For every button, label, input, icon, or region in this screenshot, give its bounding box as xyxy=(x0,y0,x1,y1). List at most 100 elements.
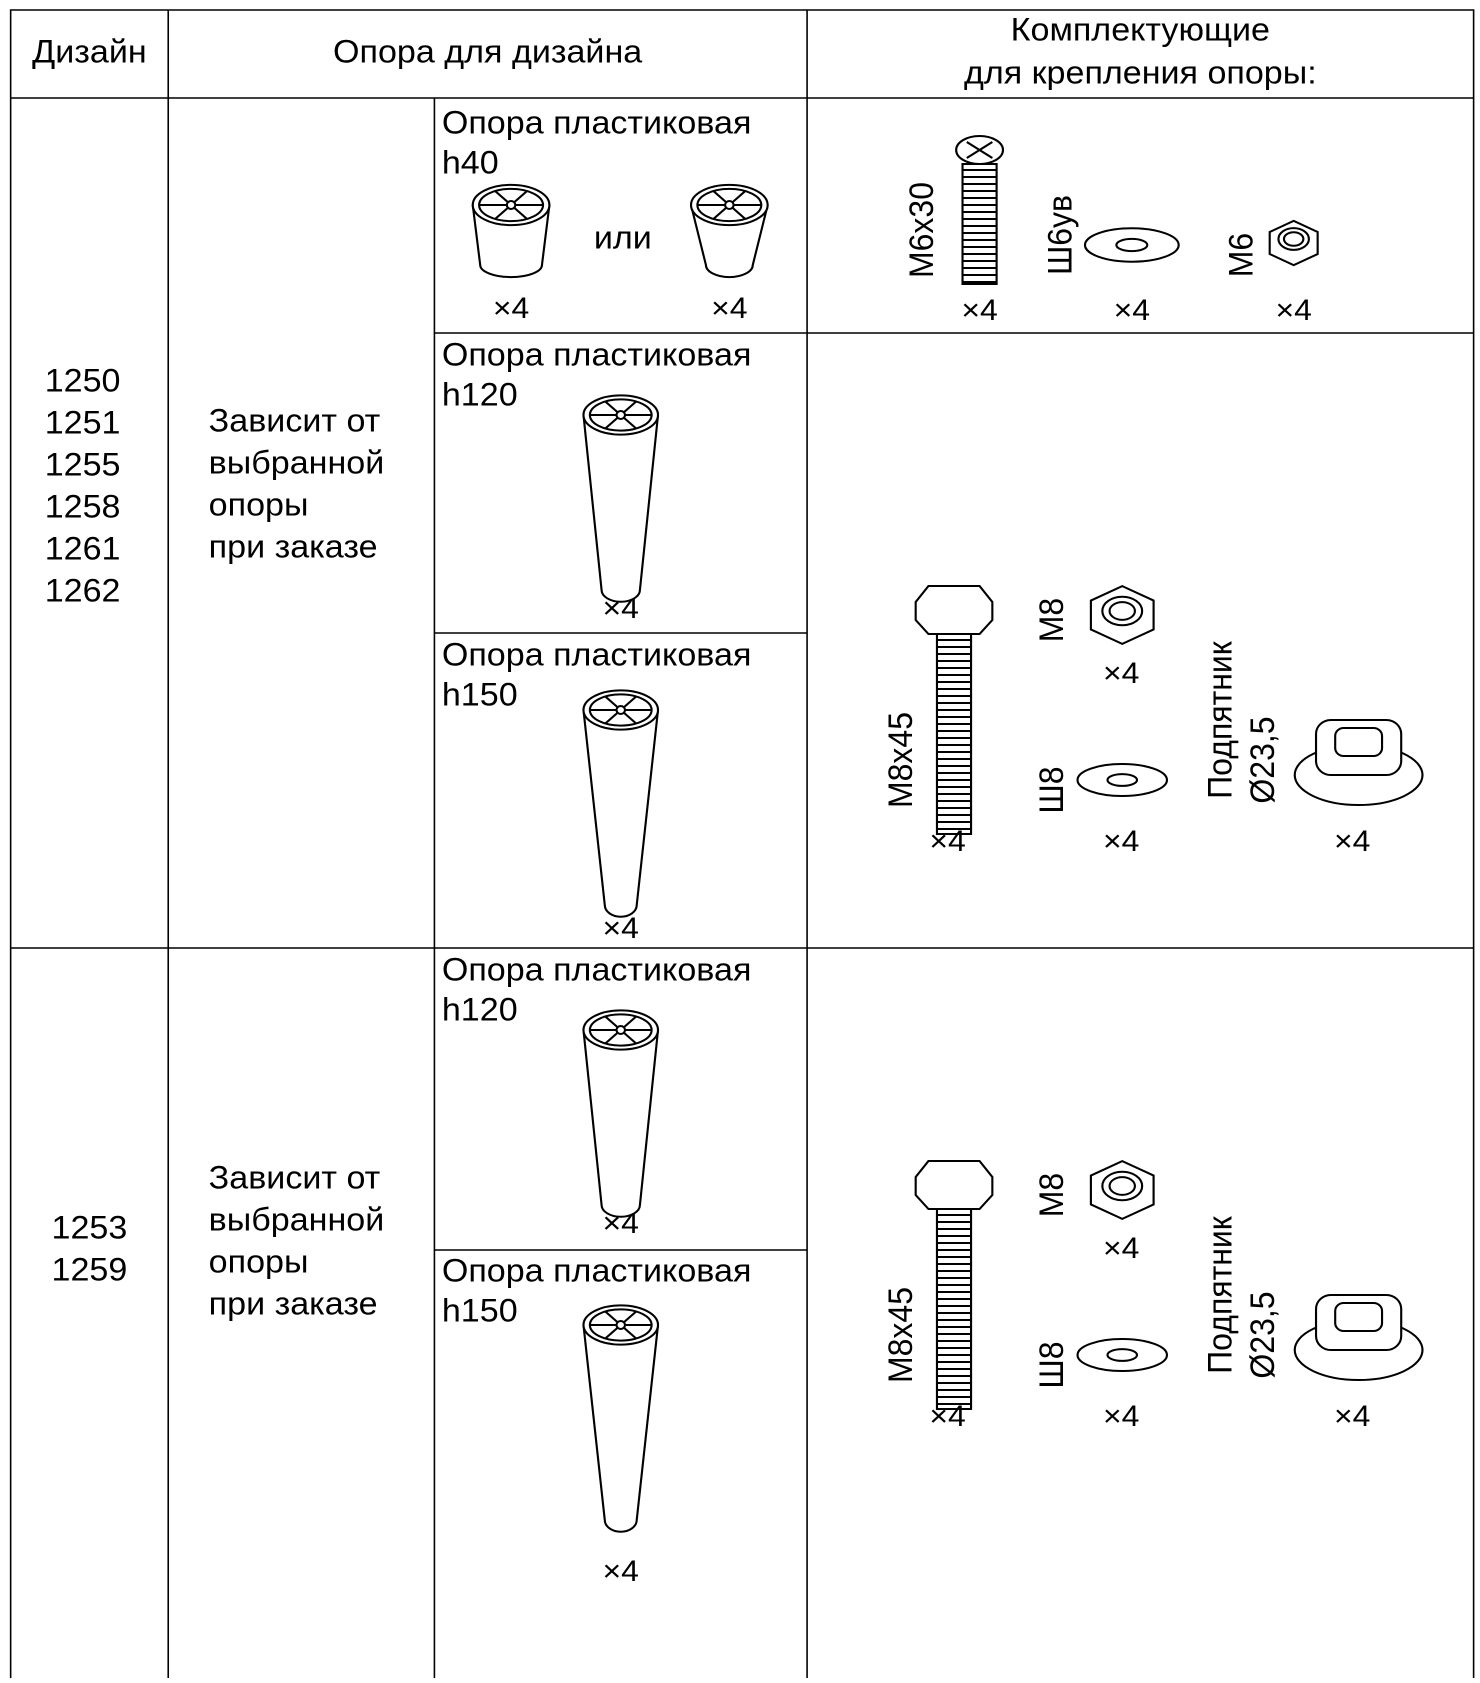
design-code: 1259 xyxy=(52,1252,128,1288)
support-note: опоры xyxy=(209,1244,309,1280)
bolt-head xyxy=(914,1160,994,1210)
quantity: ×4 xyxy=(1103,1231,1139,1265)
nut-hole xyxy=(1108,1176,1136,1196)
fastener-label: Ø23,5 xyxy=(1244,716,1282,803)
fastener-label: М8х45 xyxy=(882,712,920,808)
header-fasteners: Комплектующие xyxy=(1011,12,1270,48)
icon xyxy=(471,183,551,279)
option-title: Опора пластиковая xyxy=(442,337,752,373)
washer-hole xyxy=(1106,773,1139,787)
icon xyxy=(1293,1294,1424,1381)
leg-hub xyxy=(724,200,735,210)
quantity: ×4 xyxy=(1114,293,1150,327)
quantity: ×4 xyxy=(1334,1399,1370,1433)
header-support: Опора для дизайна xyxy=(333,34,643,70)
design-code: 1261 xyxy=(45,531,121,567)
bolt-shank xyxy=(935,1208,973,1410)
fastener-label: Ш6ув xyxy=(1042,195,1080,275)
icon xyxy=(689,183,769,279)
option-title: h120 xyxy=(442,377,518,413)
design-code: 1262 xyxy=(45,573,121,609)
support-note: Зависит от xyxy=(209,1160,381,1196)
support-note: при заказе xyxy=(209,529,378,565)
leg-body xyxy=(582,709,660,918)
quantity: ×4 xyxy=(493,291,529,325)
icon xyxy=(914,585,994,835)
option-title: Опора пластиковая xyxy=(442,952,752,988)
fastener-label: М8 xyxy=(1033,1173,1071,1217)
fastener-label: М6х30 xyxy=(903,182,941,278)
option-title: h150 xyxy=(442,677,518,713)
icon xyxy=(582,1304,660,1533)
header-design: Дизайн xyxy=(32,34,147,70)
support-note: опоры xyxy=(209,487,309,523)
icon xyxy=(582,394,660,603)
design-code: 1251 xyxy=(45,405,121,441)
foot-hole xyxy=(1334,1302,1384,1332)
fastener-label: Подпятник xyxy=(1201,1216,1239,1374)
quantity: ×4 xyxy=(929,1399,965,1433)
quantity: ×4 xyxy=(603,1554,639,1588)
leg-hub xyxy=(615,410,627,420)
icon xyxy=(1089,584,1155,646)
leg-body xyxy=(582,1029,660,1218)
support-note: выбранной xyxy=(209,1202,385,1238)
quantity: ×4 xyxy=(1334,824,1370,858)
leg-hub xyxy=(505,200,517,210)
icon xyxy=(582,1009,660,1218)
icon xyxy=(582,689,660,918)
quantity: ×4 xyxy=(1103,1399,1139,1433)
icon xyxy=(1076,763,1169,797)
quantity: ×4 xyxy=(711,291,747,325)
fastener-label: М6 xyxy=(1223,233,1261,277)
option-title: h150 xyxy=(442,1293,518,1329)
icon xyxy=(1293,719,1424,806)
fastener-label: М8х45 xyxy=(882,1287,920,1383)
option-title: h120 xyxy=(442,992,518,1028)
foot-hole xyxy=(1334,727,1384,757)
support-note: Зависит от xyxy=(209,403,381,439)
table-lines xyxy=(9,9,1475,1683)
nut-hole xyxy=(1108,601,1136,621)
icon xyxy=(1083,227,1180,263)
leg-hub xyxy=(615,1320,627,1330)
fastener-label: Подпятник xyxy=(1201,641,1239,799)
bolt-shank xyxy=(935,633,973,835)
option-title: Опора пластиковая xyxy=(442,1253,752,1289)
fastener-label: Ø23,5 xyxy=(1244,1291,1282,1378)
bolt-shank xyxy=(961,163,998,285)
fastener-label: М8 xyxy=(1033,598,1071,642)
icon xyxy=(955,135,1005,285)
quantity: ×4 xyxy=(961,293,997,327)
option-title: Опора пластиковая xyxy=(442,105,752,141)
icon xyxy=(1268,219,1319,267)
option-title: Опора пластиковая xyxy=(442,637,752,673)
support-note: выбранной xyxy=(209,445,385,481)
washer-hole xyxy=(1106,1348,1139,1362)
icon xyxy=(1089,1159,1155,1221)
header-fasteners: для крепления опоры: xyxy=(964,55,1317,91)
icon xyxy=(914,1160,994,1410)
nut-hole xyxy=(1282,231,1305,247)
design-code: 1250 xyxy=(45,363,121,399)
design-code: 1253 xyxy=(52,1210,128,1246)
quantity: ×4 xyxy=(1103,656,1139,690)
design-code: 1255 xyxy=(45,447,121,483)
support-note: при заказе xyxy=(209,1286,378,1322)
leg-body xyxy=(582,414,660,603)
fastener-label: Ш8 xyxy=(1033,1341,1071,1388)
fastener-label: Ш8 xyxy=(1033,766,1071,813)
bolt-cross xyxy=(966,141,993,159)
quantity: ×4 xyxy=(1275,293,1311,327)
washer-hole xyxy=(1115,237,1149,253)
leg-hub xyxy=(615,705,627,715)
quantity: ×4 xyxy=(929,824,965,858)
design-code: 1258 xyxy=(45,489,121,525)
leg-hub xyxy=(615,1025,627,1035)
leg-body xyxy=(582,1324,660,1533)
icon xyxy=(1076,1338,1169,1372)
option-title: h40 xyxy=(442,145,499,181)
quantity: ×4 xyxy=(1103,824,1139,858)
